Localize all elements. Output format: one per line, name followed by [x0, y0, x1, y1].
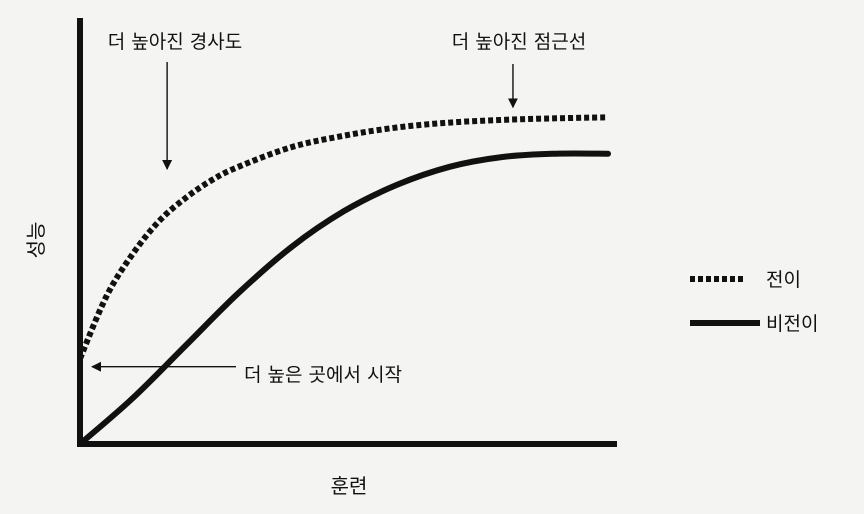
series-line-non-transfer: [77, 150, 611, 447]
legend: 전이 비전이: [690, 269, 818, 335]
legend-label-non-transfer: 비전이: [766, 313, 818, 335]
legend-item-transfer: 전이: [690, 269, 801, 291]
annotation-label-start: 더 높은 곳에서 시작: [244, 364, 402, 386]
x-axis-label: 훈련: [331, 474, 368, 498]
legend-item-non-transfer: 비전이: [690, 313, 818, 335]
annotation-label-asymptote: 더 높아진 점근선: [452, 31, 586, 53]
series-layer: [77, 114, 611, 447]
annotation-label-slope: 더 높아진 경사도: [108, 31, 242, 53]
series-line-transfer: [77, 114, 609, 360]
legend-label-transfer: 전이: [766, 269, 801, 291]
y-axis-label: 성능: [24, 222, 48, 259]
